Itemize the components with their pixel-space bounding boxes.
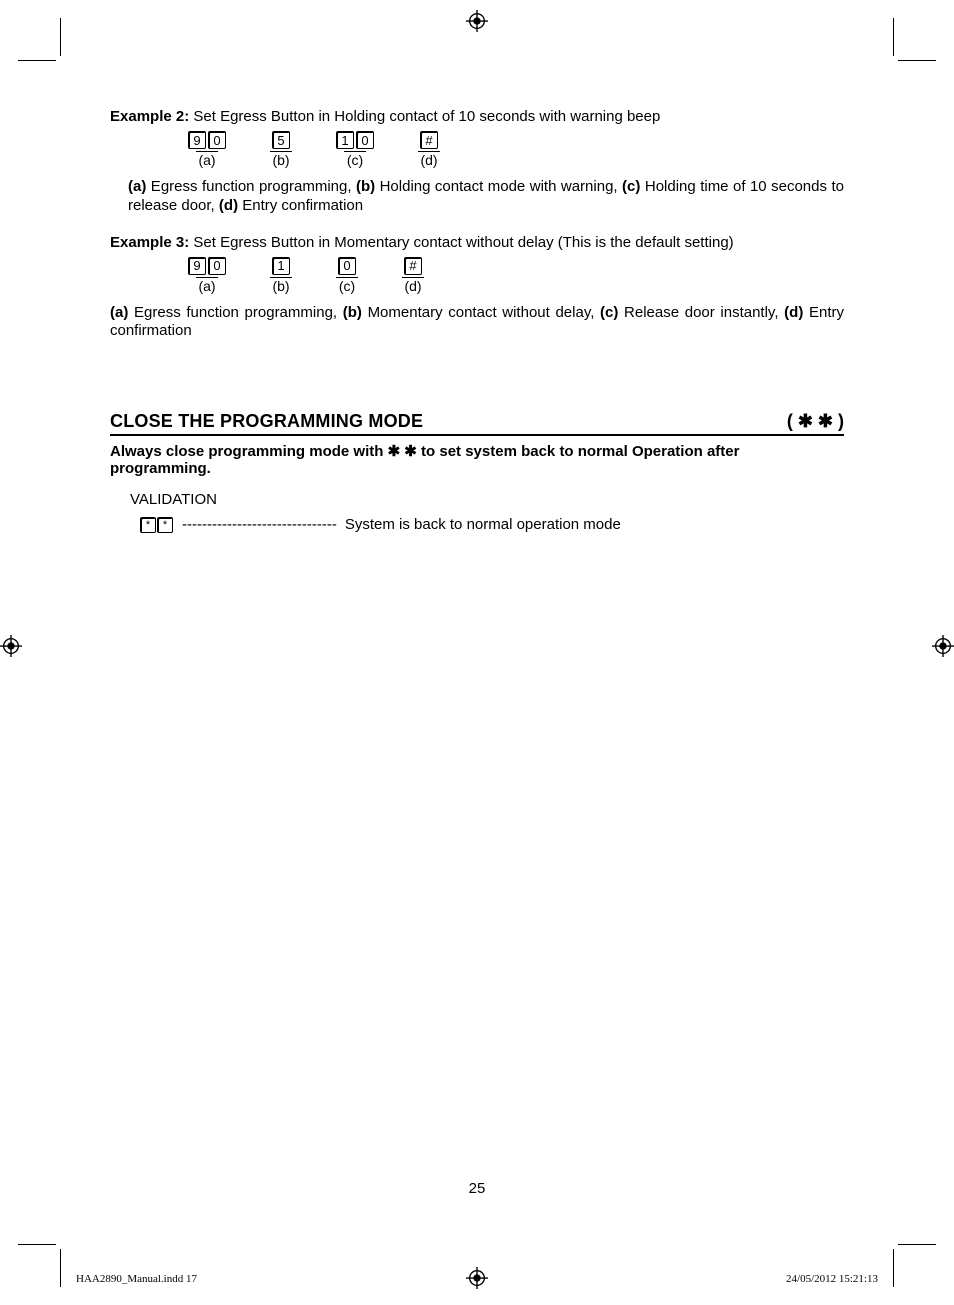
key-sublabel: (d) <box>402 277 424 294</box>
keycap: # <box>404 257 422 275</box>
text-d: Entry confirmation <box>238 197 363 214</box>
keycap: 0 <box>208 131 226 149</box>
text-b: Momentary contact without delay, <box>362 304 600 321</box>
key-group-a: 9 0 (a) <box>188 257 226 294</box>
crop-mark <box>60 1249 61 1287</box>
example3-label: Example 3: <box>110 234 189 251</box>
text-a: Egress function programming, <box>146 178 356 195</box>
crop-mark <box>18 1244 56 1245</box>
key-sublabel: (d) <box>418 151 440 168</box>
crop-mark <box>898 60 936 61</box>
label-d: (d) <box>784 304 803 321</box>
crop-mark <box>893 1249 894 1287</box>
key-group-c: 0 (c) <box>336 257 358 294</box>
example3-title: Example 3: Set Egress Button in Momentar… <box>110 234 844 251</box>
validation-row: * * ------------------------------- Syst… <box>140 516 844 533</box>
keycap: 0 <box>356 131 374 149</box>
example3-desc: Set Egress Button in Momentary contact w… <box>189 234 733 251</box>
keycap-star: * <box>157 517 173 533</box>
key-sublabel: (b) <box>270 277 292 294</box>
close-section-heading: CLOSE THE PROGRAMMING MODE ( ✱ ✱ ) <box>110 411 844 436</box>
key-group-b: 5 (b) <box>270 131 292 168</box>
validation-label: VALIDATION <box>130 491 844 508</box>
footer-left: HAA2890_Manual.indd 17 <box>76 1273 197 1285</box>
example2-label: Example 2: <box>110 108 189 125</box>
label-c: (c) <box>600 304 618 321</box>
keycap: 5 <box>272 131 290 149</box>
example2-desc: Set Egress Button in Holding contact of … <box>189 108 660 125</box>
dashes: ------------------------------- <box>182 516 337 533</box>
example2-keys: 9 0 (a) 5 (b) 1 0 (c) # (d) <box>188 131 844 168</box>
key-group-a: 9 0 (a) <box>188 131 226 168</box>
close-heading-right: ( ✱ ✱ ) <box>787 411 844 432</box>
page-content: Example 2: Set Egress Button in Holding … <box>110 108 844 533</box>
crop-mark <box>893 18 894 56</box>
text-c: Release door instantly, <box>618 304 784 321</box>
label-a: (a) <box>110 304 128 321</box>
key-group-c: 1 0 (c) <box>336 131 374 168</box>
close-heading-text: CLOSE THE PROGRAMMING MODE <box>110 411 423 432</box>
keycap: # <box>420 131 438 149</box>
crop-mark <box>898 1244 936 1245</box>
validation-result: System is back to normal operation mode <box>345 516 621 533</box>
example2-title: Example 2: Set Egress Button in Holding … <box>110 108 844 125</box>
registration-mark-icon <box>466 10 488 32</box>
label-b: (b) <box>356 178 375 195</box>
key-sublabel: (b) <box>270 151 292 168</box>
always-note: Always close programming mode with ✱ ✱ t… <box>110 442 844 477</box>
key-sublabel: (c) <box>344 151 366 168</box>
keycap: 0 <box>208 257 226 275</box>
label-d: (d) <box>219 197 238 214</box>
always-pre: Always close programming mode with <box>110 443 388 460</box>
example2-explain: (a) Egress function programming, (b) Hol… <box>110 178 844 216</box>
keycap: 1 <box>336 131 354 149</box>
page-number: 25 <box>0 1180 954 1197</box>
example3-keys: 9 0 (a) 1 (b) 0 (c) # (d) <box>188 257 844 294</box>
key-sublabel: (c) <box>336 277 358 294</box>
always-stars: ✱ ✱ <box>388 443 417 460</box>
text-b: Holding contact mode with warning, <box>375 178 622 195</box>
registration-mark-icon <box>0 635 22 657</box>
keycap-star: * <box>140 517 156 533</box>
keycap: 9 <box>188 257 206 275</box>
key-group-d: # (d) <box>418 131 440 168</box>
print-footer: HAA2890_Manual.indd 17 24/05/2012 15:21:… <box>76 1273 878 1285</box>
crop-mark <box>60 18 61 56</box>
label-c: (c) <box>622 178 640 195</box>
label-a: (a) <box>128 178 146 195</box>
key-sublabel: (a) <box>196 151 218 168</box>
footer-right: 24/05/2012 15:21:13 <box>786 1273 878 1285</box>
label-b: (b) <box>343 304 362 321</box>
crop-mark <box>18 60 56 61</box>
text-a: Egress function programming, <box>128 304 342 321</box>
key-group-d: # (d) <box>402 257 424 294</box>
keycap: 9 <box>188 131 206 149</box>
keycap: 0 <box>338 257 356 275</box>
key-sublabel: (a) <box>196 277 218 294</box>
key-group-b: 1 (b) <box>270 257 292 294</box>
example3-explain: (a) Egress function programming, (b) Mom… <box>110 304 844 342</box>
keycap: 1 <box>272 257 290 275</box>
registration-mark-icon <box>932 635 954 657</box>
